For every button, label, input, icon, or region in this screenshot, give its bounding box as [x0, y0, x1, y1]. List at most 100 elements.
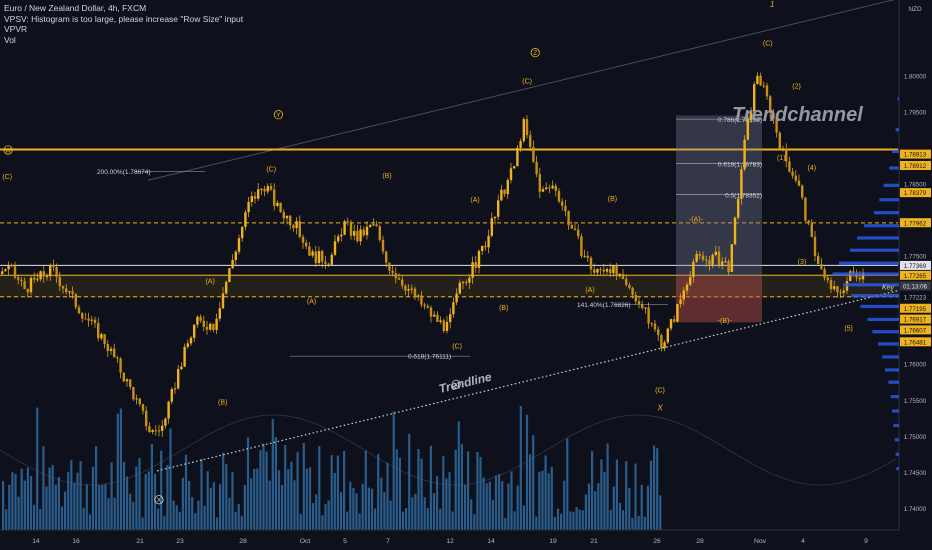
- candle-body: [273, 189, 276, 206]
- symbol-title: Euro / New Zealand Dollar, 4h, FXCM: [4, 3, 147, 13]
- wave-label-0: (C): [2, 174, 12, 181]
- volume-bar: [51, 465, 54, 530]
- x-tick-4: 28: [239, 538, 247, 545]
- profile-bar: [867, 317, 899, 322]
- volume-bar: [649, 460, 653, 530]
- price-tag-12: 1.77195: [904, 306, 927, 313]
- price-tag-9: 1.77265: [904, 273, 927, 280]
- price-tag-18: 1.75000: [904, 434, 927, 441]
- volume-bar: [284, 445, 287, 530]
- candle-body: [609, 269, 612, 274]
- circled-marker-2: [530, 48, 540, 58]
- candle-body: [141, 404, 145, 411]
- candle-body: [100, 334, 103, 339]
- candle-body: [650, 323, 653, 325]
- volume-bar: [281, 484, 284, 530]
- candle-body: [215, 318, 218, 330]
- candle-body: [10, 265, 13, 267]
- volume-bar: [547, 473, 550, 530]
- candle-body: [775, 118, 778, 133]
- candle-body: [68, 291, 71, 293]
- volume-bar: [237, 504, 240, 530]
- candle-body: [701, 255, 705, 260]
- indicator-vpvr[interactable]: VPVR: [4, 24, 28, 34]
- volume-bar: [504, 517, 507, 530]
- candle-body: [535, 161, 538, 175]
- profile-bar: [895, 128, 899, 132]
- candle-body: [401, 279, 404, 286]
- wave-label-17: (4): [808, 165, 817, 172]
- indicator-vpsv[interactable]: VPSV: Histogram is too large, please inc…: [4, 13, 244, 24]
- candle-body: [551, 185, 554, 189]
- price-tag-17: 1.75500: [904, 398, 927, 405]
- candle-body: [711, 254, 714, 265]
- candle-body: [372, 224, 375, 226]
- volume-bar: [653, 445, 656, 530]
- volume-bar: [70, 460, 73, 530]
- price-tag-bg-13: [900, 314, 931, 324]
- candle-body: [394, 273, 397, 279]
- profile-bar: [878, 342, 899, 346]
- volume-bar: [39, 508, 42, 530]
- candle-body: [279, 202, 282, 213]
- candle-body: [247, 201, 250, 213]
- circled-label-0: W: [5, 147, 12, 154]
- volume-bar: [166, 464, 169, 530]
- volume-bar: [640, 484, 643, 530]
- volume-bar: [408, 433, 411, 530]
- candle-body: [26, 288, 29, 293]
- volume-bar: [48, 467, 51, 530]
- volume-bar: [64, 491, 67, 530]
- price-tag-1: 1.79500: [904, 109, 927, 116]
- volume-bar: [67, 472, 70, 530]
- candle-body: [81, 313, 84, 319]
- wave-label-19: (5): [844, 325, 853, 332]
- volume-bar: [550, 466, 553, 530]
- candle-body: [826, 277, 829, 281]
- candle-body: [509, 168, 513, 181]
- candle-body: [103, 334, 106, 345]
- volume-bar: [141, 517, 144, 530]
- candle-body: [369, 225, 372, 227]
- candle-body: [721, 261, 724, 265]
- volume-bar: [321, 515, 324, 530]
- candle-body: [765, 85, 769, 97]
- candle-body: [250, 196, 253, 202]
- profile-bar: [872, 330, 899, 334]
- price-tag-14: 1.76607: [904, 327, 927, 334]
- candle-body: [618, 273, 621, 277]
- candle-body: [794, 175, 797, 181]
- volume-bar: [498, 474, 501, 530]
- volume-bar: [507, 483, 510, 530]
- circled-label-2: Z: [533, 50, 537, 57]
- volume-bar: [491, 499, 494, 530]
- wave-label-8: (B): [499, 305, 508, 312]
- candle-body: [385, 251, 388, 263]
- circled-marker-0: [3, 145, 13, 155]
- volume-bar: [296, 451, 299, 530]
- candle-body: [84, 318, 87, 320]
- candle-body: [503, 189, 506, 195]
- candle-body: [833, 286, 836, 290]
- candle-body: [836, 286, 839, 293]
- volume-bar: [522, 505, 525, 530]
- candle-body: [218, 308, 221, 319]
- volume-bar: [575, 506, 578, 530]
- volume-bar: [594, 491, 597, 530]
- volume-bar: [54, 484, 57, 530]
- fib-label-2: 0.5(1.78352): [725, 193, 762, 200]
- x-tick-2: 21: [136, 538, 144, 545]
- candle-body: [500, 189, 503, 201]
- candle-body: [4, 269, 7, 272]
- candle-body: [740, 169, 743, 199]
- volume-bar: [312, 502, 315, 530]
- price-tag-16: 1.76000: [904, 362, 927, 369]
- indicator-vol[interactable]: Vol: [4, 34, 16, 45]
- volume-bar: [634, 463, 637, 530]
- candle-body: [225, 281, 228, 294]
- candle-body: [858, 277, 861, 280]
- candle-body: [378, 226, 381, 240]
- candle-body: [305, 242, 308, 247]
- volume-bar: [222, 452, 225, 530]
